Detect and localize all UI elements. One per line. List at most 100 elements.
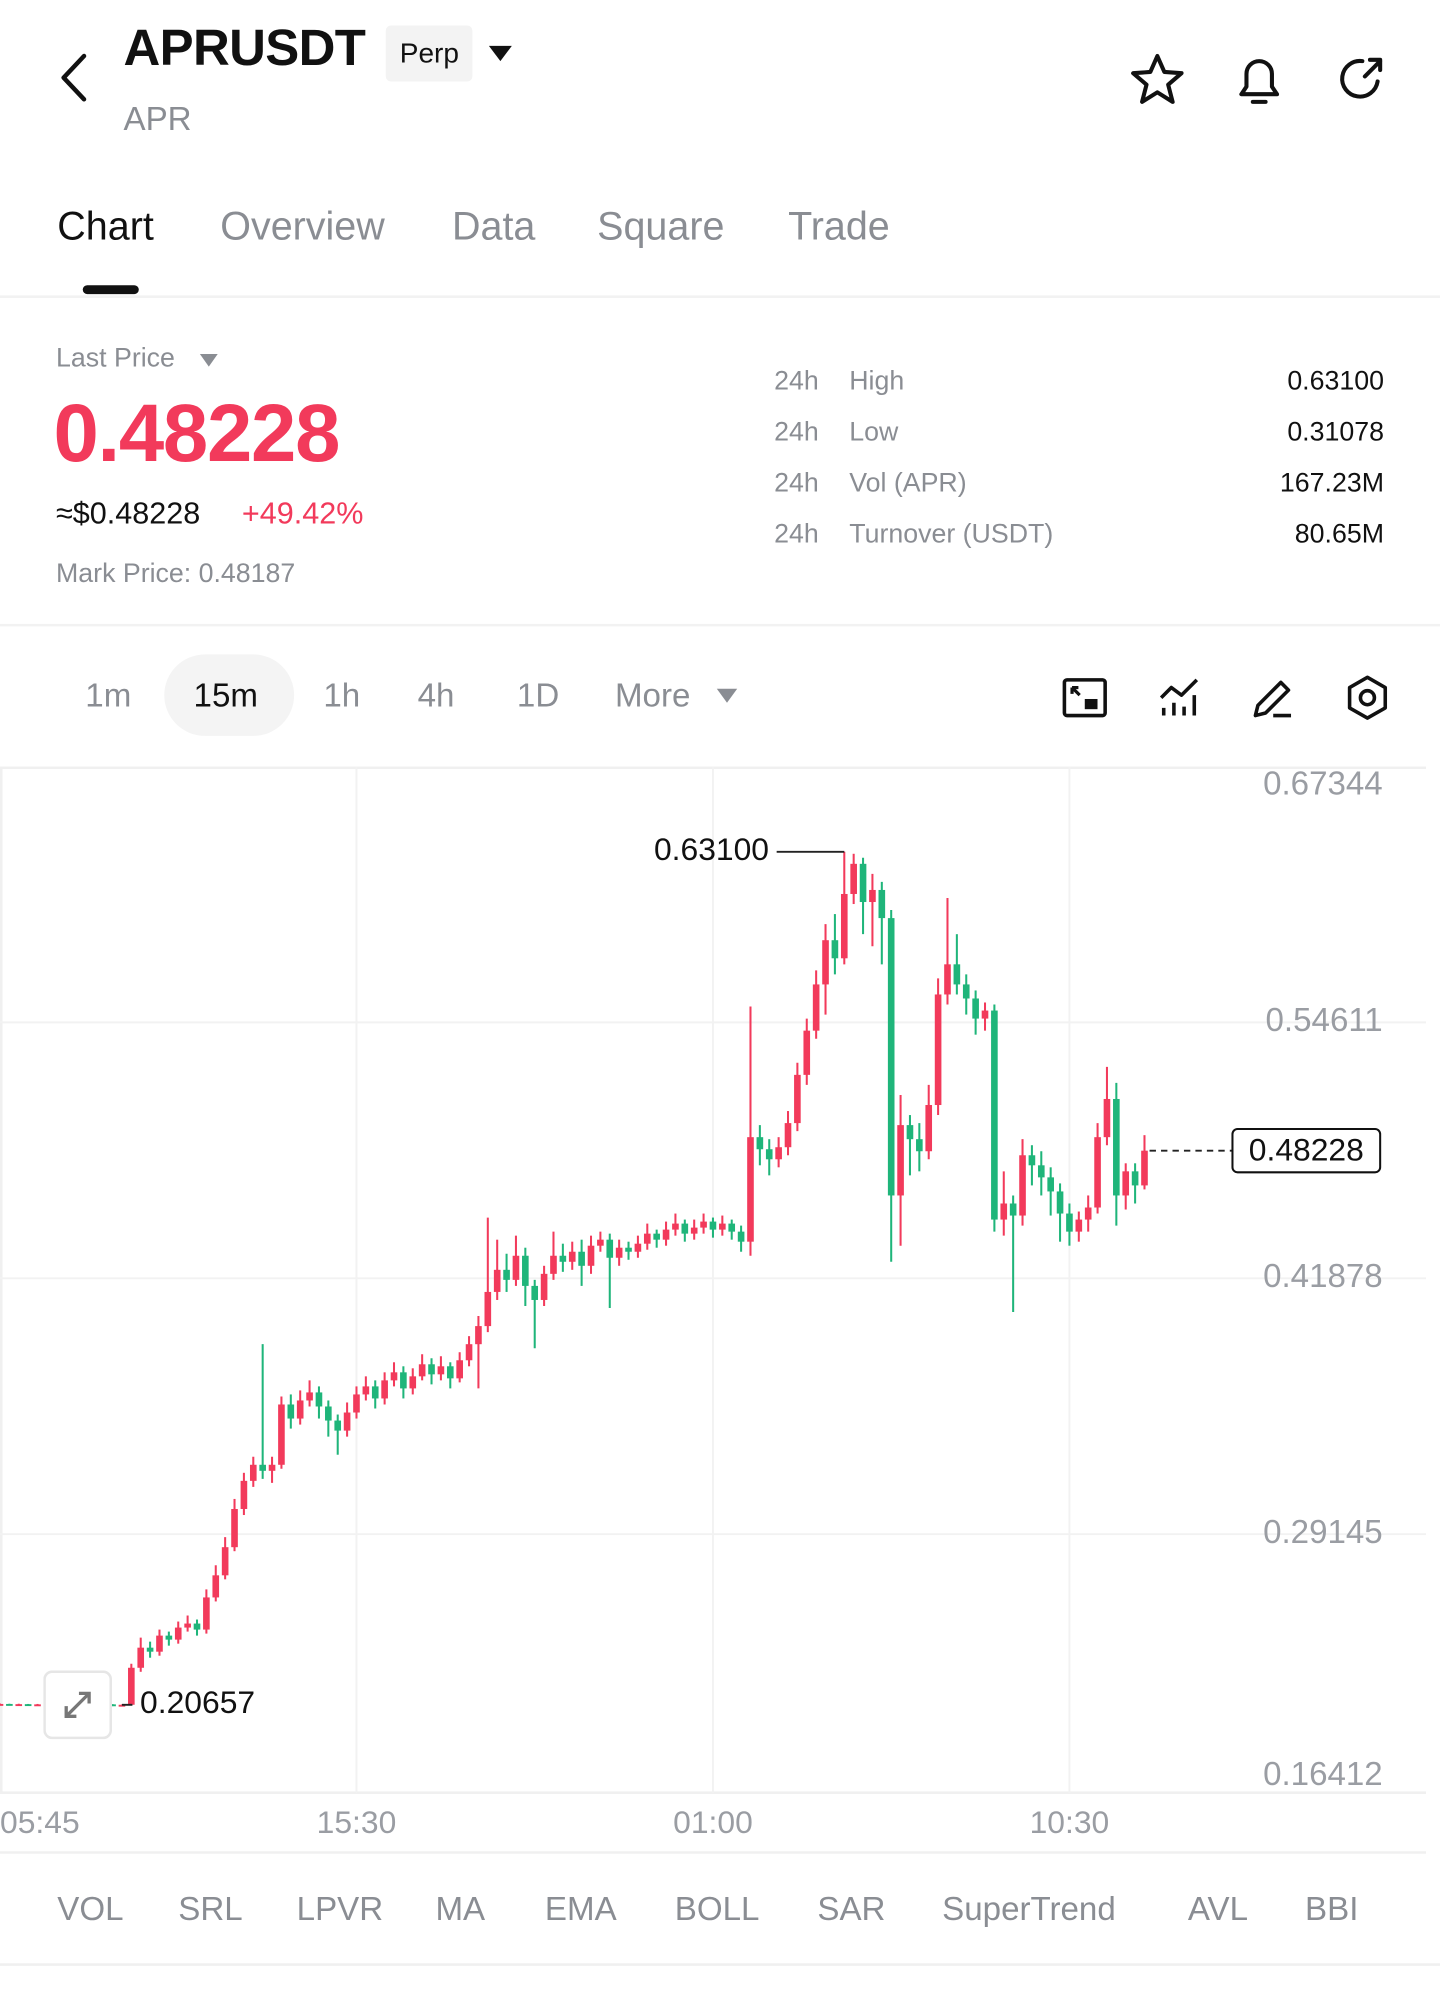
candle-body — [559, 1255, 567, 1262]
candle-body — [878, 889, 886, 919]
interval[interactable]: 1h — [323, 676, 361, 715]
candle-body — [1028, 1155, 1036, 1166]
candle-body — [540, 1273, 548, 1300]
candle-body — [287, 1404, 295, 1419]
symbol-dropdown[interactable] — [486, 43, 514, 63]
candle-body — [193, 1623, 201, 1630]
candle-body — [437, 1366, 445, 1375]
candle-body — [822, 940, 829, 985]
indicator[interactable]: SRL — [178, 1889, 243, 1928]
indicator[interactable]: VOL — [57, 1889, 124, 1928]
candle-body — [737, 1231, 745, 1242]
candle-body — [906, 1125, 914, 1140]
expand-button[interactable] — [43, 1670, 113, 1740]
indicator[interactable]: BOLL — [674, 1889, 760, 1928]
candle-body — [775, 1147, 782, 1160]
candle-body — [840, 893, 848, 959]
candle-body — [765, 1149, 773, 1160]
perp-badge[interactable]: Perp — [385, 25, 473, 82]
candle-body — [24, 1704, 32, 1707]
candle-body — [859, 863, 867, 903]
candle-body — [850, 863, 857, 894]
candle-body — [343, 1412, 351, 1431]
share-icon[interactable] — [1332, 51, 1391, 110]
stat-label: High — [849, 366, 905, 396]
candle-body — [812, 984, 820, 1031]
interval[interactable]: 1D — [516, 676, 560, 715]
indicator[interactable]: EMA — [544, 1889, 617, 1928]
candle-body — [756, 1137, 764, 1150]
candle-body — [944, 964, 951, 995]
draw-icon[interactable] — [1248, 672, 1299, 723]
last-price-label: 0.48228 — [1249, 1131, 1364, 1167]
last-price: 0.48228 — [53, 387, 340, 479]
candle-body — [643, 1233, 651, 1244]
layout-icon[interactable] — [1059, 672, 1110, 723]
interval[interactable]: 1m — [85, 676, 132, 715]
indicator[interactable]: SAR — [817, 1889, 886, 1928]
candle-body — [606, 1239, 614, 1258]
candle-body — [550, 1255, 557, 1274]
candle-body — [794, 1074, 801, 1124]
tab[interactable]: Square — [597, 203, 725, 249]
indicator[interactable]: AVL — [1187, 1889, 1249, 1928]
candle-body — [475, 1326, 482, 1345]
indicator-icon[interactable] — [1154, 672, 1205, 723]
stat-value: 0.63100 — [1287, 366, 1384, 396]
tab[interactable]: Data — [451, 203, 536, 249]
interval-highlight — [164, 654, 295, 736]
candle-body — [522, 1255, 529, 1286]
interval[interactable]: 4h — [417, 676, 455, 715]
last-price-dropdown[interactable] — [199, 353, 219, 368]
symbol: APRUSDT — [123, 20, 366, 77]
candle-body — [1000, 1203, 1008, 1220]
candle-body — [653, 1233, 660, 1240]
candle-body — [6, 1703, 13, 1706]
settings-icon[interactable] — [1342, 672, 1393, 723]
y-tick-label: 0.54611 — [1266, 1002, 1383, 1039]
more-dropdown[interactable] — [716, 688, 739, 705]
candle-body — [887, 918, 895, 1196]
candle-body — [587, 1245, 595, 1266]
stat-value: 167.23M — [1279, 468, 1384, 498]
stat-label: Turnover (USDT) — [849, 519, 1054, 549]
low-label: 0.20657 — [140, 1684, 255, 1720]
candle-body — [296, 1400, 304, 1419]
stat-label: Vol (APR) — [849, 468, 967, 498]
indicator[interactable]: MA — [435, 1889, 486, 1928]
indicator[interactable]: LPVR — [296, 1889, 384, 1928]
candle-body — [15, 1704, 23, 1707]
y-tick-label: 0.29145 — [1263, 1514, 1383, 1551]
candle-body — [174, 1627, 182, 1640]
alert-icon[interactable] — [1230, 51, 1289, 110]
candle-body — [925, 1105, 933, 1152]
candle-body — [503, 1269, 510, 1280]
candle-body — [34, 1704, 41, 1707]
tab[interactable]: Overview — [220, 203, 385, 249]
candle-body — [512, 1255, 520, 1280]
y-tick-label: 0.67344 — [1263, 765, 1383, 802]
tab[interactable]: Trade — [788, 203, 890, 249]
candle-body — [371, 1386, 379, 1399]
candle-body — [165, 1635, 173, 1640]
x-tick-label: 10:30 — [1030, 1804, 1110, 1840]
indicator[interactable]: BBI — [1305, 1889, 1359, 1928]
candle-body — [962, 984, 970, 999]
last-price-label[interactable]: Last Price — [56, 343, 175, 374]
interval[interactable]: 15m — [193, 676, 258, 715]
stat-label: Low — [849, 417, 899, 447]
interval[interactable]: More — [614, 676, 691, 715]
candle-body — [249, 1464, 257, 1481]
candle-body — [897, 1125, 904, 1196]
back-button[interactable] — [51, 51, 102, 107]
stat-value: 0.31078 — [1287, 417, 1384, 447]
candle-body — [221, 1547, 229, 1576]
tab[interactable]: Chart — [57, 203, 154, 249]
indicator[interactable]: SuperTrend — [942, 1889, 1116, 1928]
stat-period: 24h — [774, 519, 819, 549]
candle-body — [709, 1221, 717, 1230]
candle-body — [259, 1464, 266, 1471]
favorite-icon[interactable] — [1128, 51, 1187, 110]
candle-body — [1019, 1155, 1026, 1216]
